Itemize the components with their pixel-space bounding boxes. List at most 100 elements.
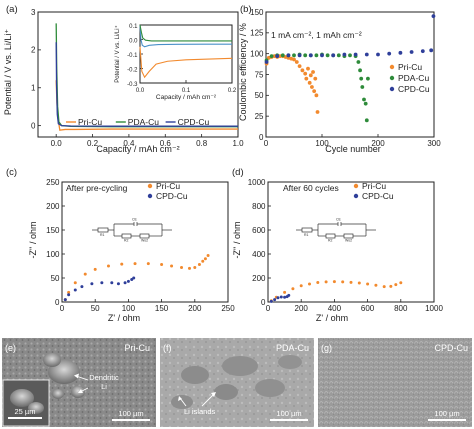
- c-point-cpd-cu: [63, 298, 67, 302]
- b-point-pda-cu: [364, 118, 369, 123]
- d-x-tick-label: 400: [328, 304, 342, 313]
- b-point-cpd-cu: [331, 53, 336, 58]
- c-circuit-component-label: CE: [132, 218, 138, 222]
- b-point-pri-cu: [311, 70, 315, 74]
- c-x-tick-label: 50: [91, 304, 100, 313]
- b-y-tick-label: 0: [259, 133, 264, 142]
- c-equivalent-circuit: R1 R2 CE Wo2: [92, 218, 172, 243]
- b-y-tick-label: 150: [250, 8, 264, 17]
- c-x-tick-label: 150: [155, 304, 169, 313]
- a-x-axis-label: Capacity / mAh cm⁻²: [96, 144, 179, 154]
- a-inset-y-tick-label: 0.1: [129, 24, 138, 30]
- c-y-tick-label: 0: [55, 298, 60, 307]
- c-circuit-component-label: R2: [124, 239, 129, 243]
- d-x-tick-label: 600: [361, 304, 375, 313]
- b-point-pda-cu: [348, 53, 352, 58]
- c-point-cpd-cu: [126, 279, 130, 283]
- b-legend-entry: CPD-Cu: [398, 84, 430, 94]
- b-legend-swatch: [389, 64, 395, 70]
- sem-e-arrowhead: [78, 389, 83, 393]
- sem-g-scale-label: 100 µm: [434, 409, 459, 418]
- b-point-cpd-cu: [275, 54, 280, 59]
- d-point-pri-cu: [382, 285, 386, 289]
- b-point-pda-cu: [366, 76, 370, 81]
- b-point-pda-cu: [292, 53, 296, 58]
- b-legend-swatch: [389, 75, 395, 81]
- b-point-cpd-cu: [353, 52, 358, 57]
- sem-f-arrowhead: [211, 392, 216, 397]
- b-point-pri-cu: [297, 64, 302, 69]
- b-point-pda-cu: [336, 53, 341, 58]
- b-plot-area: 0 100 200 300 0 25 50 75 100 125 150: [250, 8, 441, 148]
- b-legend-swatch: [389, 86, 395, 92]
- b-point-pri-cu: [303, 71, 308, 76]
- sem-f-li-island: [171, 395, 193, 409]
- sem-f-li-island: [255, 379, 285, 397]
- b-x-tick-label: 100: [315, 139, 329, 148]
- b-y-tick-label: 25: [255, 112, 264, 121]
- b-point-cpd-cu: [387, 51, 392, 56]
- c-point-cpd-cu: [110, 281, 114, 285]
- c-legend-entry: CPD-Cu: [156, 191, 188, 201]
- a-inset-x-tick-label: 0.0: [136, 88, 145, 94]
- d-y-axis-label: -Z'' / ohm: [232, 222, 242, 259]
- d-equivalent-circuit: R1 R2 CE Wo2: [296, 218, 376, 243]
- c-state-annotation: After pre-cycling: [66, 183, 128, 193]
- a-plot-area: 0.0 0.2 0.4 0.6 0.8 1.0 0 1 2 3: [31, 8, 244, 148]
- b-condition-annotation: 1 mA cm⁻², 1 mAh cm⁻²: [271, 30, 362, 40]
- sem-f-panel-label: (f): [163, 343, 172, 353]
- d-circuit-component-label: R2: [328, 239, 333, 243]
- a-inset-x-tick-label: 0.1: [182, 88, 191, 94]
- b-point-pri-cu: [313, 76, 318, 81]
- d-x-tick-label: 200: [295, 304, 309, 313]
- d-y-tick-label: 0: [261, 298, 266, 307]
- d-point-pri-cu: [341, 280, 345, 284]
- c-circuit-r1: [97, 227, 109, 233]
- b-legend-entry: Pri-Cu: [398, 62, 422, 72]
- b-point-pri-cu: [314, 93, 319, 98]
- b-y-tick-label: 125: [250, 29, 264, 38]
- d-circuit-component-label: CE: [336, 218, 342, 222]
- a-legend-entry: CPD-Cu: [178, 117, 210, 127]
- b-point-pri-cu: [312, 89, 317, 94]
- b-point-pda-cu: [359, 76, 364, 81]
- d-point-pri-cu: [324, 280, 328, 284]
- b-point-cpd-cu: [398, 50, 403, 55]
- d-y-tick-label: 400: [252, 250, 266, 259]
- d-point-pri-cu: [316, 281, 320, 285]
- c-point-cpd-cu: [90, 282, 94, 286]
- sem-g-sample-label: CPD-Cu: [434, 343, 468, 353]
- a-x-tick-label: 0.0: [51, 139, 63, 148]
- a-inset-y-tick-label: 0.0: [129, 38, 138, 44]
- b-point-pda-cu: [269, 54, 274, 59]
- c-legend-swatch: [147, 193, 153, 199]
- a-x-tick-label: 0.4: [123, 139, 135, 148]
- sem-e-dendrite-cluster: [43, 353, 61, 367]
- c-point-cpd-cu: [100, 281, 104, 285]
- d-point-pri-cu: [291, 287, 295, 291]
- b-point-pda-cu: [362, 97, 366, 102]
- b-point-cpd-cu: [420, 49, 425, 54]
- c-circuit-r2: [121, 233, 132, 239]
- b-x-tick-label: 300: [427, 139, 441, 148]
- b-point-pri-cu: [307, 80, 312, 85]
- c-y-tick-label: 250: [46, 178, 60, 187]
- d-point-pri-cu: [349, 280, 353, 284]
- c-point-pri-cu: [201, 259, 205, 263]
- d-point-pri-cu: [394, 283, 398, 287]
- d-circuit-warburg: [343, 233, 354, 239]
- sem-f-scale-label: 100 µm: [276, 409, 301, 418]
- c-legend-swatch: [147, 183, 153, 189]
- c-y-tick-label: 100: [46, 250, 60, 259]
- c-point-cpd-cu: [132, 276, 136, 280]
- c-x-tick-label: 0: [60, 304, 65, 313]
- b-x-tick-label: 0: [264, 139, 269, 148]
- a-x-tick-label: 0.2: [87, 139, 99, 148]
- b-point-cpd-cu: [264, 60, 269, 64]
- d-point-pri-cu: [357, 281, 361, 285]
- sem-f-islands-annotation: Li islands: [184, 407, 216, 416]
- panel-d: (d) 0 200 400 600 800 1000 0 200 400 600 800 1000 Z…: [232, 167, 443, 323]
